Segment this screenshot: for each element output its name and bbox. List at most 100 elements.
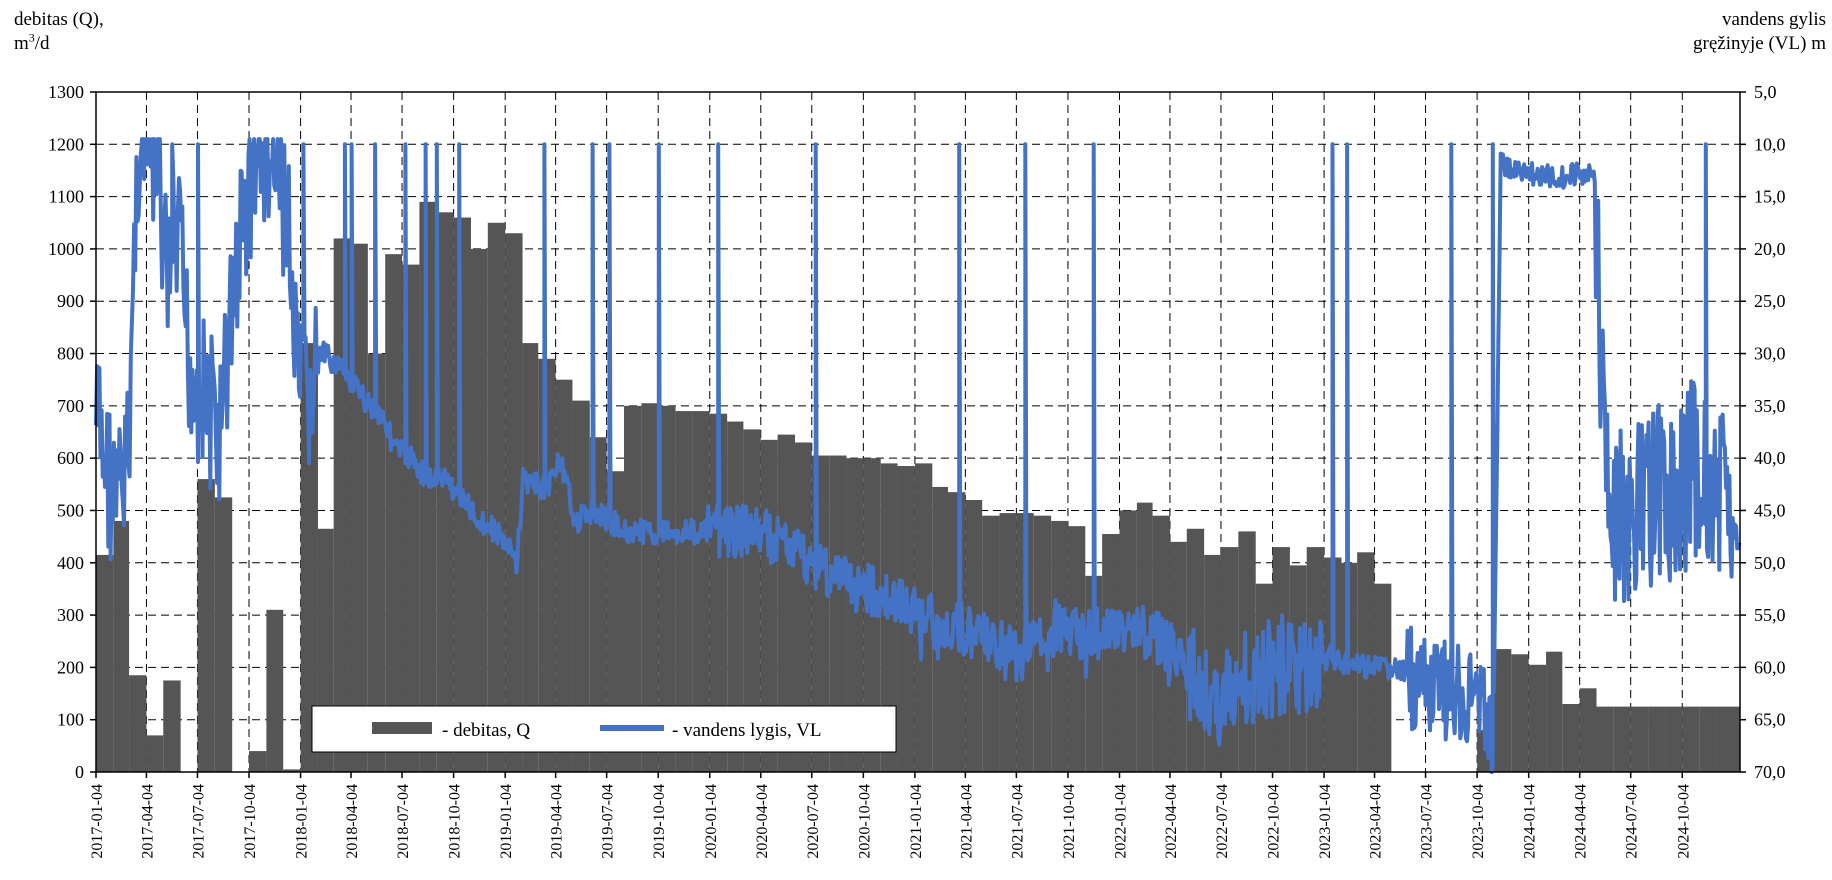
bar-debitas — [794, 442, 812, 772]
bar-debitas — [641, 403, 659, 772]
bar-debitas — [487, 222, 506, 772]
bar-debitas — [1528, 664, 1547, 772]
bar-debitas — [624, 405, 642, 772]
x-tick-label: 2018-01-04 — [294, 784, 311, 859]
bar-debitas — [1494, 649, 1512, 772]
bar-debitas — [829, 455, 847, 772]
x-tick-label: 2019-10-04 — [651, 784, 668, 859]
bar-debitas — [606, 471, 625, 772]
bar-debitas — [658, 405, 676, 772]
bar-debitas — [129, 675, 147, 772]
bar-debitas — [846, 458, 864, 772]
x-tick-label: 2017-04-04 — [139, 784, 156, 859]
bar-debitas — [1119, 510, 1137, 772]
x-tick-label: 2022-07-04 — [1214, 784, 1231, 859]
bar-debitas — [1682, 706, 1700, 772]
bar-debitas — [1716, 706, 1740, 772]
x-tick-label: 2017-10-04 — [242, 784, 259, 859]
right-tick-label: 5,0 — [1754, 82, 1777, 102]
water-level-line — [94, 137, 1742, 774]
x-tick-label: 2023-01-04 — [1317, 784, 1334, 859]
x-tick-label: 2021-07-04 — [1009, 784, 1026, 859]
bar-debitas — [1067, 526, 1086, 772]
x-tick-label: 2024-10-04 — [1675, 784, 1692, 859]
x-tick-label: 2018-10-04 — [447, 784, 464, 859]
x-tick-label: 2024-01-04 — [1522, 784, 1539, 859]
right-tick-label: 25,0 — [1754, 291, 1786, 311]
legend-label-debitas: - debitas, Q — [442, 720, 530, 741]
left-tick-label: 400 — [57, 553, 84, 573]
left-tick-label: 600 — [57, 448, 84, 468]
right-tick-label: 35,0 — [1754, 396, 1786, 416]
bar-debitas — [1699, 706, 1717, 772]
x-tick-label: 2017-07-04 — [190, 784, 207, 859]
left-axis-title-unit: m3/d — [14, 30, 50, 54]
left-tick-label: 1100 — [49, 187, 84, 207]
left-tick-label: 900 — [57, 291, 84, 311]
bar-debitas — [214, 497, 233, 772]
bar-debitas — [505, 233, 523, 772]
left-tick-label: 700 — [57, 396, 84, 416]
right-tick-label: 50,0 — [1754, 553, 1786, 573]
x-tick-label: 2023-04-04 — [1368, 784, 1385, 859]
bar-debitas — [1648, 706, 1666, 772]
bar-debitas — [777, 434, 795, 772]
legend-label-vl: - vandens lygis, VL — [672, 720, 822, 741]
bar-debitas — [1102, 534, 1120, 772]
legend-swatch-debitas — [372, 722, 432, 734]
right-tick-label: 40,0 — [1754, 448, 1786, 468]
right-axis-title: vandens gylis gręžinyje (VL) m — [1693, 8, 1826, 56]
x-tick-label: 2022-01-04 — [1113, 784, 1130, 859]
right-tick-label: 30,0 — [1754, 344, 1786, 364]
bar-debitas — [113, 520, 130, 772]
x-tick-label: 2021-04-04 — [958, 784, 975, 859]
bar-debitas — [1511, 654, 1529, 772]
bar-debitas — [470, 248, 488, 772]
x-tick-label: 2020-07-04 — [805, 784, 822, 859]
right-tick-label: 70,0 — [1754, 762, 1786, 782]
right-tick-label: 20,0 — [1754, 239, 1786, 259]
right-tick-label: 45,0 — [1754, 500, 1786, 520]
right-tick-label: 60,0 — [1754, 657, 1786, 677]
bar-debitas — [572, 400, 590, 772]
x-tick-label: 2020-10-04 — [856, 784, 873, 859]
bar-debitas — [709, 413, 728, 772]
bar-debitas — [1374, 583, 1392, 772]
bar-debitas — [163, 680, 181, 772]
x-tick-label: 2020-04-04 — [754, 784, 771, 859]
bar-debitas — [1546, 651, 1563, 772]
bar-debitas — [1665, 706, 1683, 772]
right-tick-label: 15,0 — [1754, 187, 1786, 207]
left-tick-label: 200 — [57, 657, 84, 677]
left-tick-label: 1200 — [48, 134, 84, 154]
left-tick-label: 1000 — [48, 239, 84, 259]
x-tick-label: 2023-10-04 — [1470, 784, 1487, 859]
bar-debitas — [385, 254, 403, 773]
bar-debitas — [692, 411, 710, 772]
bar-debitas — [1613, 706, 1631, 772]
bar-debitas — [1579, 688, 1597, 772]
right-axis-title-line1: vandens gylis — [1722, 9, 1826, 30]
right-tick-label: 55,0 — [1754, 605, 1786, 625]
bar-debitas — [675, 411, 693, 772]
right-axis-title-line2: gręžinyje (VL) m — [1693, 33, 1826, 54]
plot-frame — [95, 91, 1741, 773]
bar-debitas — [266, 609, 284, 772]
bar-debitas — [249, 751, 267, 772]
bar-debitas — [1630, 706, 1649, 772]
x-tick-label: 2021-01-04 — [908, 784, 925, 859]
vl-line — [94, 137, 1742, 774]
x-tick-label: 2018-07-04 — [395, 784, 412, 859]
x-tick-label: 2019-01-04 — [498, 784, 515, 859]
left-axis: 0 100 200 300 400 500 600 700 800 900 1000 1100 1200… — [48, 82, 96, 782]
left-tick-label: 1300 — [48, 82, 84, 102]
x-tick-label: 2020-01-04 — [703, 784, 720, 859]
x-tick-label: 2024-07-04 — [1624, 784, 1641, 859]
bar-debitas — [146, 735, 164, 772]
left-tick-label: 100 — [57, 710, 84, 730]
x-axis: 2017-01-04 2017-04-04 2017-07-04 2017-10-04… — [89, 772, 1692, 859]
right-tick-label: 10,0 — [1754, 134, 1786, 154]
left-tick-label: 500 — [57, 500, 84, 520]
right-axis: 5,0 10,0 15,0 20,0 25,0 30,0 35,0 40,0 45,0 50,0 5… — [1740, 82, 1786, 782]
